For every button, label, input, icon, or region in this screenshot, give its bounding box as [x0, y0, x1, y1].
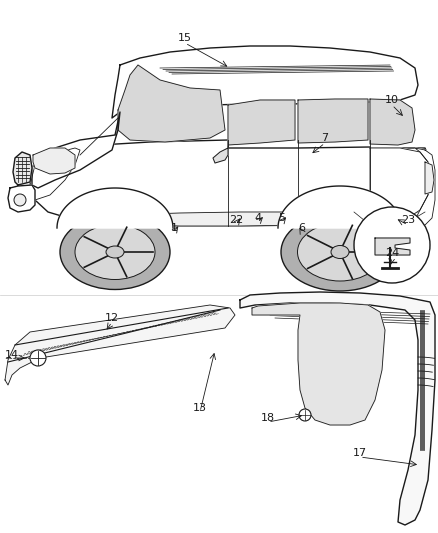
Circle shape	[14, 194, 26, 206]
Polygon shape	[228, 100, 295, 145]
Polygon shape	[30, 148, 80, 200]
Polygon shape	[32, 112, 120, 188]
Text: 1: 1	[170, 223, 177, 233]
Polygon shape	[415, 148, 435, 228]
Polygon shape	[425, 162, 434, 194]
Text: 12: 12	[105, 313, 119, 323]
Polygon shape	[278, 186, 402, 228]
Polygon shape	[240, 292, 435, 525]
Polygon shape	[30, 140, 432, 226]
Ellipse shape	[297, 223, 382, 281]
Text: 7: 7	[321, 133, 328, 143]
Text: 15: 15	[178, 33, 192, 43]
Circle shape	[299, 409, 311, 421]
Text: 4: 4	[254, 213, 261, 223]
Text: 10: 10	[385, 95, 399, 105]
Polygon shape	[213, 148, 228, 163]
Polygon shape	[298, 99, 368, 143]
Polygon shape	[112, 46, 418, 118]
Ellipse shape	[75, 224, 155, 279]
Ellipse shape	[281, 213, 399, 291]
Text: 5: 5	[279, 213, 286, 223]
Text: 6: 6	[299, 223, 305, 233]
Polygon shape	[375, 238, 410, 255]
Ellipse shape	[60, 214, 170, 289]
Text: 18: 18	[261, 413, 275, 423]
Text: 13: 13	[193, 403, 207, 413]
Text: 14: 14	[5, 350, 19, 360]
Text: 24: 24	[385, 248, 399, 258]
Text: 23: 23	[401, 215, 415, 225]
Polygon shape	[73, 212, 398, 226]
Polygon shape	[118, 65, 225, 142]
Polygon shape	[252, 303, 385, 425]
Polygon shape	[13, 152, 32, 185]
Polygon shape	[8, 185, 35, 212]
Circle shape	[30, 350, 46, 366]
Polygon shape	[370, 148, 430, 225]
Ellipse shape	[106, 246, 124, 258]
Polygon shape	[370, 99, 415, 145]
Polygon shape	[5, 305, 235, 385]
Polygon shape	[57, 188, 173, 228]
Ellipse shape	[331, 246, 349, 259]
Text: 22: 22	[229, 215, 243, 225]
Text: 17: 17	[353, 448, 367, 458]
Circle shape	[354, 207, 430, 283]
Polygon shape	[33, 148, 75, 174]
